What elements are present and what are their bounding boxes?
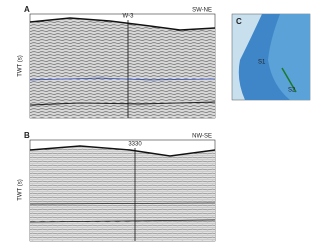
map-label: S1	[258, 60, 266, 66]
panel-letter: A	[24, 5, 30, 14]
panel-letter: C	[236, 17, 242, 26]
well-label: 3330	[128, 142, 142, 148]
profile-label: NW-SE	[192, 134, 212, 140]
axis-label: TWT (s)	[18, 55, 24, 77]
panel-a: A W-3 SW-NE TWT (s)	[18, 5, 215, 118]
figure: A W-3 SW-NE TWT (s) B 3330 NW-SE TWT (s)…	[0, 0, 314, 243]
axis-label: TWT (s)	[18, 179, 24, 201]
panel-letter: B	[24, 131, 30, 140]
seismic-section	[30, 146, 215, 241]
map-label: S2	[288, 88, 296, 94]
panel-c: C S1 S2	[232, 14, 310, 100]
profile-label: SW-NE	[192, 8, 212, 14]
panel-b: B 3330 NW-SE TWT (s)	[18, 131, 215, 241]
well-label: W-3	[123, 14, 135, 20]
